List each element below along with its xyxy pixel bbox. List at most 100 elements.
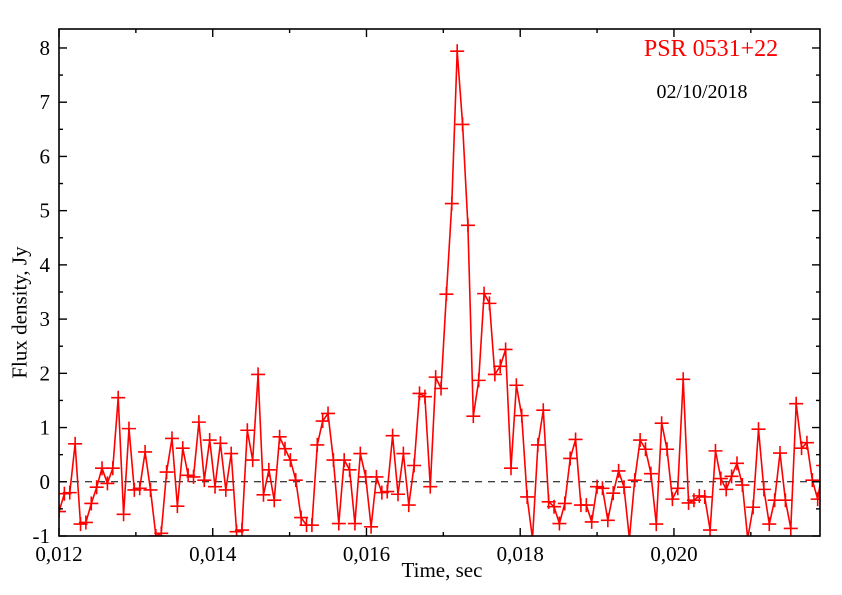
- axis-frame: [58, 28, 821, 537]
- data-point-marker: [304, 518, 319, 533]
- data-point-marker: [676, 372, 691, 387]
- data-point-marker: [148, 529, 163, 536]
- data-point-marker: [746, 500, 761, 515]
- x-tick-label: 0,018: [497, 542, 544, 566]
- data-point-marker: [719, 482, 734, 497]
- x-tick-label: 0,020: [650, 542, 697, 566]
- y-tick-label: 8: [40, 36, 51, 60]
- data-point-marker: [385, 428, 400, 443]
- data-point-marker: [471, 373, 486, 388]
- data-point-marker: [342, 462, 357, 477]
- y-tick-label: 0: [40, 470, 51, 494]
- data-point-marker: [251, 367, 266, 382]
- data-point-marker: [665, 492, 680, 507]
- y-tick-label: -1: [33, 524, 51, 548]
- data-point-marker: [444, 196, 459, 211]
- data-point-marker: [810, 492, 820, 507]
- observation-date-label: 02/10/2018: [656, 81, 748, 103]
- data-point-marker: [245, 453, 260, 468]
- data-point-marker: [557, 496, 572, 511]
- data-point-marker: [778, 493, 793, 508]
- data-point-marker: [310, 437, 325, 452]
- data-point-marker: [369, 469, 384, 484]
- data-point-marker: [315, 414, 330, 429]
- data-point-marker: [272, 429, 287, 444]
- data-point-marker: [428, 370, 443, 385]
- data-point-marker: [89, 480, 104, 495]
- data-point-marker: [380, 484, 395, 499]
- data-point-marker: [224, 446, 239, 461]
- data-point-marker: [649, 517, 664, 532]
- data-point-marker: [170, 499, 185, 514]
- data-point-marker: [138, 444, 153, 459]
- y-tick-label: 7: [40, 90, 51, 114]
- data-point-marker: [434, 381, 449, 396]
- data-point-marker: [191, 415, 206, 430]
- data-point-marker: [417, 389, 432, 404]
- data-point-marker: [218, 482, 233, 497]
- data-point-marker: [563, 451, 578, 466]
- x-tick-label: 0,016: [343, 542, 390, 566]
- data-point-marker: [751, 422, 766, 437]
- data-point-marker: [331, 516, 346, 531]
- data-point-marker: [816, 464, 820, 467]
- data-point-marker: [143, 482, 158, 497]
- data-point-marker: [477, 286, 492, 301]
- data-point-marker: [100, 476, 115, 491]
- data-point-marker: [713, 471, 728, 486]
- data-point-marker: [240, 423, 255, 438]
- data-point-marker: [493, 359, 508, 374]
- y-tick-label: 3: [40, 307, 51, 331]
- data-point-marker: [197, 473, 212, 488]
- data-point-marker: [627, 473, 642, 488]
- data-point-marker: [638, 442, 653, 457]
- data-point-marker: [132, 481, 147, 496]
- data-point-marker: [746, 531, 749, 536]
- data-point-marker: [234, 523, 249, 536]
- data-point-marker: [503, 461, 518, 476]
- data-point-marker: [62, 485, 77, 500]
- data-point-marker: [799, 435, 814, 450]
- data-point-marker: [789, 396, 804, 411]
- data-point-marker: [762, 517, 777, 532]
- data-point-marker: [482, 296, 497, 311]
- data-point-marker: [520, 489, 535, 504]
- data-point-marker: [288, 473, 303, 488]
- data-point-marker: [509, 378, 524, 393]
- data-point-marker: [283, 453, 298, 468]
- data-point-marker: [584, 514, 599, 529]
- data-point-marker: [111, 390, 126, 405]
- data-point-marker: [579, 498, 594, 513]
- y-tick-label: 4: [40, 253, 51, 277]
- data-point-marker: [347, 516, 362, 531]
- data-point-marker: [487, 367, 502, 382]
- data-point-marker: [708, 443, 723, 458]
- data-point-marker: [116, 507, 131, 522]
- data-point-marker: [337, 453, 352, 468]
- data-point-marker: [616, 480, 631, 495]
- data-point-marker: [703, 523, 718, 536]
- data-point-marker: [208, 479, 223, 494]
- x-tick-label: 0,012: [35, 542, 82, 566]
- data-point-marker: [407, 458, 422, 473]
- data-point-marker: [611, 463, 626, 478]
- data-point-marker: [186, 469, 201, 484]
- data-point-marker: [353, 446, 368, 461]
- data-point-marker: [805, 473, 820, 488]
- data-point-marker: [364, 519, 379, 534]
- data-point-marker: [735, 478, 750, 493]
- y-tick-label: 1: [40, 416, 51, 440]
- data-point-marker: [600, 513, 615, 528]
- x-tick-label: 0,014: [189, 542, 237, 566]
- data-point-marker: [59, 504, 66, 519]
- data-point-marker: [536, 403, 551, 418]
- data-point-marker: [498, 342, 513, 357]
- data-point-marker: [606, 486, 621, 501]
- data-point-marker: [450, 44, 465, 59]
- data-point-marker: [267, 493, 282, 508]
- data-point-marker: [628, 531, 631, 536]
- data-point-marker: [105, 461, 120, 476]
- data-point-marker: [213, 436, 228, 451]
- data-point-marker: [724, 469, 739, 484]
